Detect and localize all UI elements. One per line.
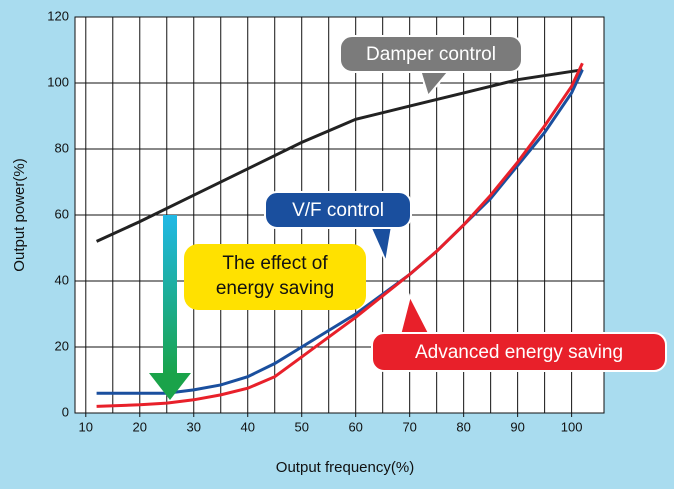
effect-box (184, 244, 366, 310)
damper-callout-label: Damper control (366, 44, 496, 65)
x-tick-label: 70 (402, 419, 416, 434)
y-tick-label: 60 (55, 206, 69, 221)
plot-frame (74, 16, 605, 414)
y-tick-label: 20 (55, 338, 69, 353)
x-tick-label: 80 (456, 419, 470, 434)
x-tick-label: 40 (241, 419, 255, 434)
y-tick-label: 80 (55, 140, 69, 155)
x-tick-label: 20 (133, 419, 147, 434)
arrow-shaft (163, 215, 177, 375)
vf-callout-label: V/F control (292, 200, 384, 221)
y-axis-label: Output power(%) (11, 158, 28, 271)
x-tick-label: 60 (348, 419, 362, 434)
y-tick-label: 0 (62, 404, 69, 419)
x-tick-label: 100 (561, 419, 583, 434)
y-tick-label: 120 (47, 8, 69, 23)
x-tick-label: 90 (510, 419, 524, 434)
x-tick-label: 50 (294, 419, 308, 434)
x-tick-label: 30 (187, 419, 201, 434)
effect-label: energy saving (216, 278, 334, 299)
y-tick-label: 100 (47, 74, 69, 89)
x-tick-label: 10 (79, 419, 93, 434)
x-axis-label: Output frequency(%) (276, 459, 414, 476)
data-line (96, 62, 584, 408)
advanced-callout-cover (374, 335, 664, 369)
advanced-callout-label: Advanced energy saving (415, 342, 623, 363)
damper-callout-cover (342, 38, 520, 70)
effect-label: The effect of (222, 253, 328, 274)
y-tick-label: 40 (55, 272, 69, 287)
data-line (96, 69, 584, 395)
vf-callout-cover (267, 194, 409, 226)
arrow-head (149, 373, 191, 400)
data-line (95, 68, 583, 243)
